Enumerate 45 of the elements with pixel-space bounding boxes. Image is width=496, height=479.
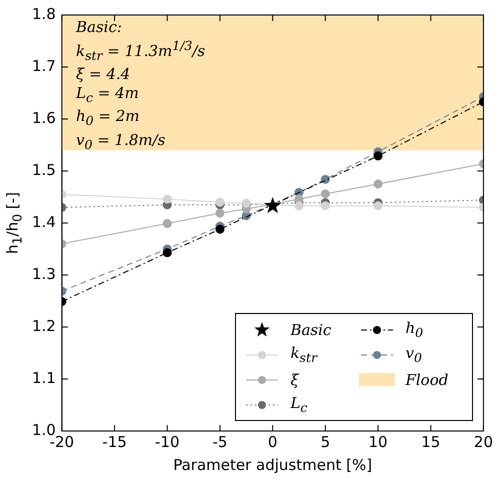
x-tick-label: 0 xyxy=(268,432,278,451)
y-tick-label: 1.2 xyxy=(32,316,56,335)
x-tick-label: 15 xyxy=(421,432,440,451)
point xyxy=(374,151,383,160)
y-tick-label: 1.3 xyxy=(32,264,56,283)
point xyxy=(264,196,282,214)
point xyxy=(374,201,383,210)
point xyxy=(320,201,330,210)
legend-label: L$_{c}$ xyxy=(290,394,308,415)
x-tick-label: 5 xyxy=(320,432,330,451)
x-tick-label: 10 xyxy=(368,432,388,451)
point xyxy=(162,219,172,228)
legend-label: v$_{0}$ xyxy=(405,344,422,365)
y-tick-label: 1.5 xyxy=(32,160,56,179)
point xyxy=(294,201,304,210)
point xyxy=(215,208,224,218)
legend-label: Flood xyxy=(405,370,448,388)
x-axis-title: Parameter adjustment [%] xyxy=(173,456,372,474)
legend-label: h$_{0}$ xyxy=(405,319,424,340)
y-tick-label: 1.6 xyxy=(32,108,56,127)
legend-label: ξ xyxy=(290,370,299,388)
x-tick-label: 20 xyxy=(474,432,494,451)
y-tick-label: 1.7 xyxy=(32,56,56,75)
point xyxy=(162,194,172,204)
point xyxy=(215,198,224,207)
x-tick-label: -15 xyxy=(102,432,127,451)
legend-label: Basic xyxy=(290,320,332,338)
annotation: h$_{0}$ = 2m xyxy=(76,107,140,130)
point xyxy=(374,180,383,188)
point xyxy=(162,248,172,258)
x-tick-label: -5 xyxy=(212,432,228,451)
y-tick-label: 1.4 xyxy=(32,212,56,231)
x-tick-label: -10 xyxy=(155,432,180,451)
legend-label: k$_{str}$ xyxy=(290,344,317,365)
annotation: Basic: xyxy=(76,18,123,36)
point xyxy=(215,224,224,234)
annotation: L$_{c}$ = 4m xyxy=(76,84,140,106)
y-tick-label: 1.8 xyxy=(32,4,56,23)
point xyxy=(320,174,330,184)
y-tick-label: 1.0 xyxy=(32,420,56,439)
annotation: k$_{str}$ = 11.3m$^{1/3}$/s xyxy=(76,36,206,64)
y-tick-label: 1.1 xyxy=(32,368,56,387)
annotation: v$_{0}$ = 1.8m/s xyxy=(76,130,166,154)
point xyxy=(320,189,330,198)
annotation: ξ = 4.4 xyxy=(76,65,132,84)
